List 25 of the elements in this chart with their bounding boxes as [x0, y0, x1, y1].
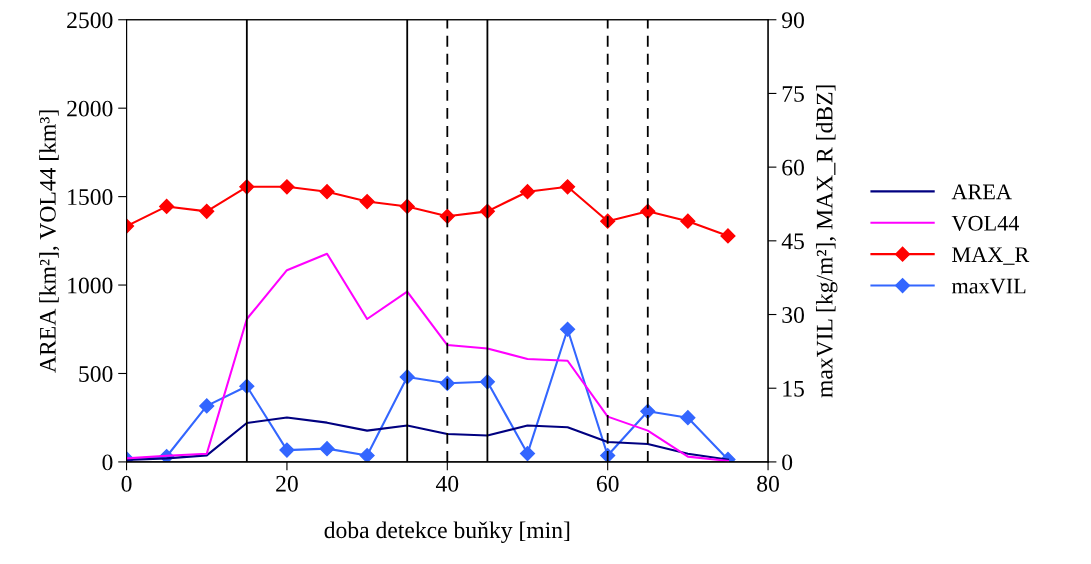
- y-tick-label: 2000: [67, 100, 113, 117]
- x-tick-label: 0: [121, 475, 132, 492]
- y2-tick-label: 60: [782, 159, 804, 176]
- legend-label: MAX_R: [952, 247, 1030, 265]
- y2-tick-label: 0: [782, 454, 793, 471]
- x-tick-label: 60: [596, 475, 619, 492]
- y-tick-label: 500: [79, 365, 113, 382]
- x-tick-label: 20: [276, 475, 298, 492]
- y2-tick-label: 30: [782, 307, 804, 323]
- y-tick-label: 1500: [68, 189, 113, 206]
- legend-label: AREA: [951, 184, 1012, 200]
- y2-tick-label: 45: [781, 233, 804, 250]
- x-tick-label: 40: [435, 475, 459, 492]
- y-tick-label: 2500: [67, 12, 113, 29]
- y-axis-title: AREA [km²], VOL44 [km³]: [39, 110, 60, 373]
- x-axis-title: doba detekce buňky [min]: [324, 521, 570, 544]
- y2-tick-label: 90: [782, 12, 804, 29]
- legend-label: VOL44: [951, 215, 1020, 231]
- y2-tick-label: 15: [783, 380, 804, 397]
- y-tick-label: 0: [102, 454, 113, 471]
- legend-label: maxVIL: [951, 278, 1026, 294]
- y2-tick-label: 75: [782, 86, 804, 102]
- y-tick-label: 1000: [68, 277, 113, 294]
- x-tick-label: 80: [757, 475, 779, 492]
- y2-axis-title: maxVIL [kg/m²], MAX_R [dBZ]: [815, 85, 838, 398]
